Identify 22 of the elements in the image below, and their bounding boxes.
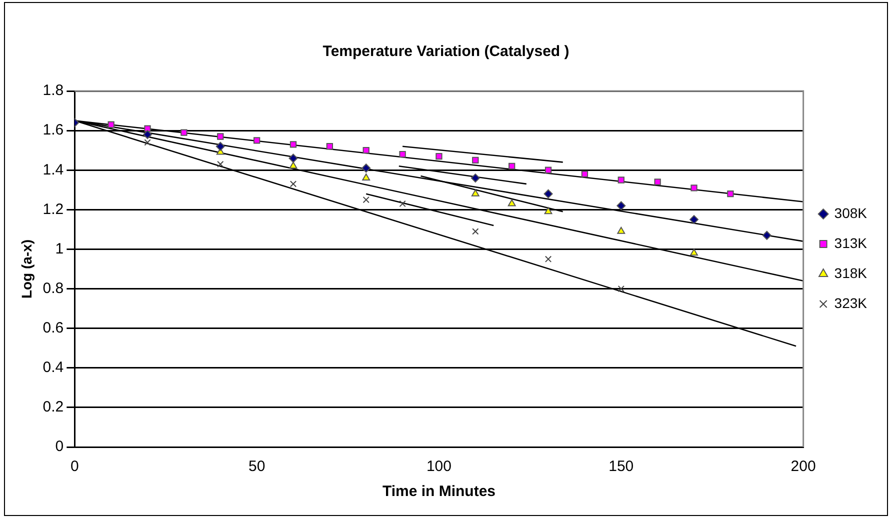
x-tick-label: 200 [790, 458, 816, 476]
y-tick-label: 1 [55, 240, 64, 258]
y-tick-label: 1.4 [42, 161, 64, 178]
x-tick-label: 0 [70, 458, 79, 476]
legend-label: 318K [834, 264, 868, 281]
legend-label: 323K [834, 294, 868, 311]
y-tick-label: 1.6 [42, 122, 64, 139]
y-tick-label: 0.2 [42, 398, 64, 416]
y-tick-label: 1.2 [42, 200, 64, 218]
x-tick-label: 50 [248, 458, 266, 476]
legend-label: 308K [834, 204, 868, 221]
y-tick-label: 0.4 [42, 359, 64, 376]
y-tick-label: 0.8 [42, 280, 64, 297]
legend-label: 313K [834, 234, 868, 251]
chart-title: Temperature Variation (Catalysed ) [322, 43, 570, 60]
y-axis-title: Log (a-x) [18, 239, 34, 299]
x-axis-title: Time in Minutes [382, 483, 496, 500]
x-tick-label: 150 [608, 458, 634, 476]
y-tick-label: 0.6 [42, 319, 64, 336]
x-tick-label: 100 [426, 458, 452, 476]
y-tick-label: 0 [55, 438, 64, 456]
y-tick-label: 1.8 [42, 82, 64, 100]
